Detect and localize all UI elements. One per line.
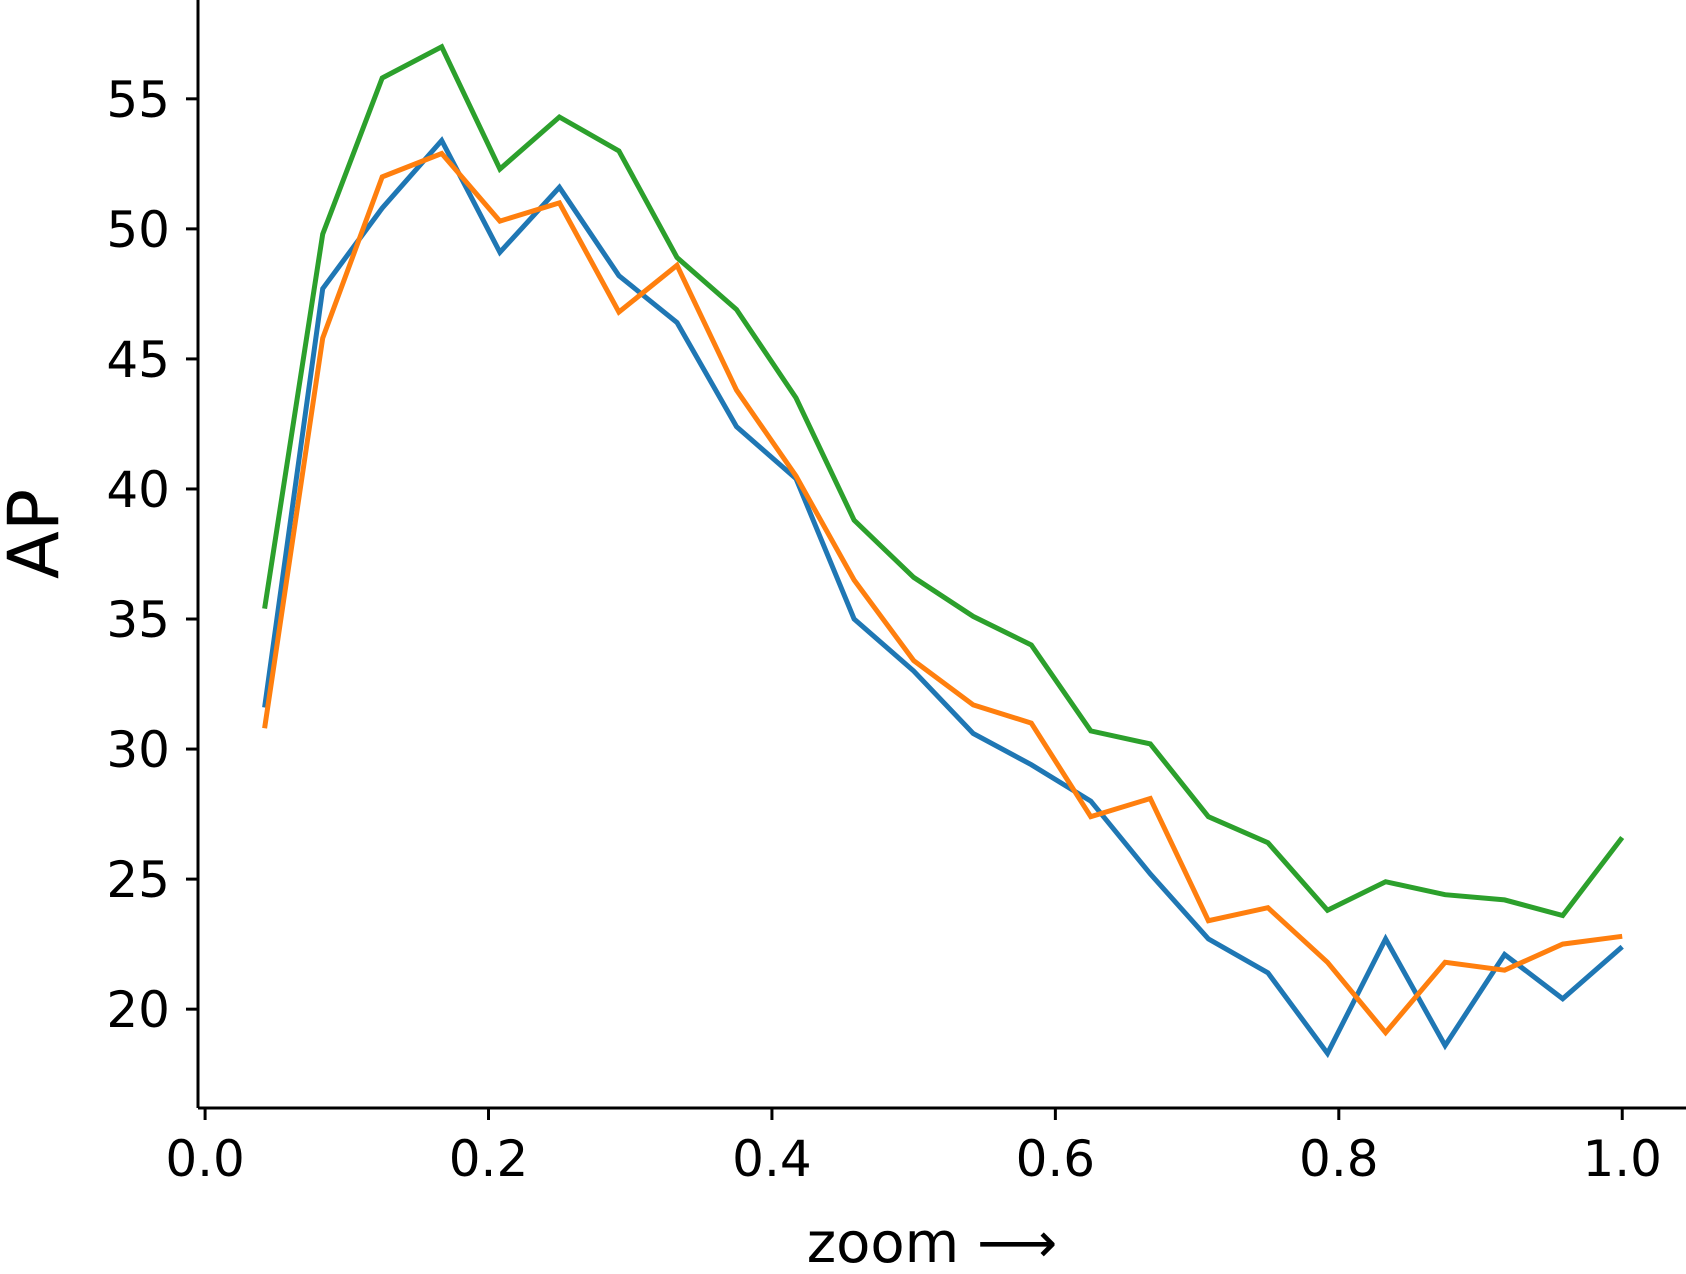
x-tick-label: 0.6 [1016,1130,1096,1188]
y-tick-label: 25 [106,851,170,909]
y-tick-label: 30 [106,721,170,779]
series-line-2 [262,150,1623,1037]
x-tick-label: 0.4 [732,1130,812,1188]
x-tick-label: 1.0 [1582,1130,1662,1188]
y-tick-label: 20 [106,981,170,1039]
y-axis-title: AP [0,489,75,579]
series-line-3 [262,43,1625,919]
x-tick-label: 0.8 [1299,1130,1379,1188]
x-axis-title: zoom ⟶ [807,1211,1058,1274]
x-axis-ticks: 0.0 0.2 0.4 0.6 0.8 1.0 [165,1108,1662,1188]
y-axis-ticks: 20 25 30 35 40 45 50 55 [106,71,198,1039]
y-tick-label: 40 [106,461,170,519]
series-line-1 [262,136,1624,1059]
x-tick-label: 0.0 [165,1130,245,1188]
y-tick-label: 55 [106,71,170,129]
x-tick-label: 0.2 [449,1130,529,1188]
y-tick-label: 45 [106,331,170,389]
y-tick-label: 35 [106,591,170,649]
series-layer [262,43,1625,1059]
y-tick-label: 50 [106,201,170,259]
